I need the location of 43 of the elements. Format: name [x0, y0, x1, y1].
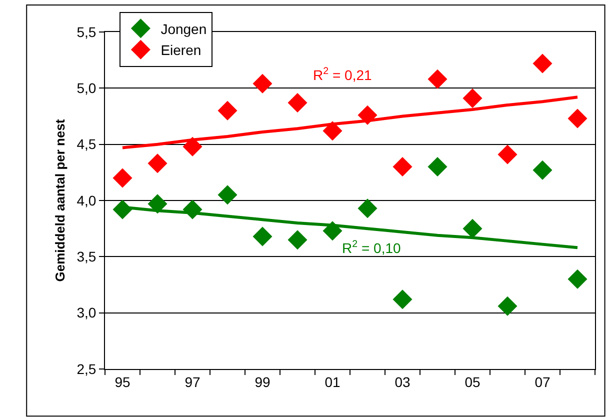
x-tick-label: 95	[114, 374, 130, 390]
annotation: R$^{2}$ = 0,21	[313, 66, 372, 83]
point	[252, 226, 272, 246]
point	[148, 194, 168, 214]
x-tick-label: 07	[534, 374, 550, 390]
point	[532, 54, 552, 74]
legend-label: Jongen	[160, 20, 207, 37]
x-tick-label: 03	[394, 374, 410, 390]
point	[428, 69, 448, 89]
point	[288, 93, 308, 113]
point	[148, 154, 168, 174]
point	[498, 144, 518, 164]
point	[218, 100, 238, 120]
y-tick-label: 2,5	[76, 360, 96, 377]
point	[428, 157, 448, 177]
legend-label: Eieren	[160, 42, 202, 58]
point	[358, 198, 378, 218]
point	[322, 121, 342, 141]
point	[462, 88, 482, 108]
point	[568, 269, 588, 289]
y-tick-label: 3,5	[76, 248, 96, 265]
x-tick-label: 05	[464, 374, 480, 390]
point	[288, 230, 308, 250]
y-axis-title: Gemiddeld aantal per nest	[52, 118, 68, 282]
point	[532, 160, 552, 180]
point	[182, 136, 202, 156]
point	[252, 74, 272, 94]
annotation: R$^{2}$ = 0,10	[342, 239, 401, 256]
point	[392, 157, 412, 177]
y-tick-label: 5,0	[76, 80, 96, 96]
y-tick-label: 4,5	[76, 136, 96, 152]
y-tick-label: 4,0	[76, 192, 96, 208]
point	[392, 290, 412, 310]
y-tick-label: 5,5	[76, 24, 96, 40]
point	[112, 168, 132, 188]
y-tick-label: 3,0	[76, 304, 96, 321]
point	[568, 108, 588, 128]
point	[498, 296, 518, 316]
x-tick-label: 01	[324, 374, 340, 390]
x-tick-label: 97	[184, 374, 200, 390]
point	[462, 218, 482, 238]
point	[218, 185, 238, 205]
x-tick-label: 99	[254, 374, 270, 390]
